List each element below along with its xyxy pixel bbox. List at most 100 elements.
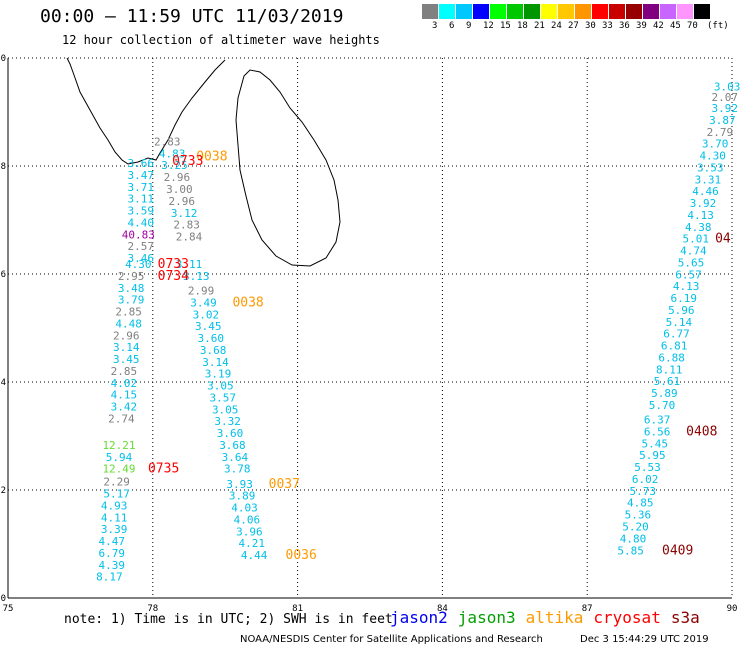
wave-height-label: 5.65 (678, 256, 705, 269)
wave-height-label: 4.30 (699, 150, 726, 163)
x-tick-label: 81 (292, 604, 303, 614)
wave-height-label: 3.45 (195, 320, 222, 333)
scale-swatch (524, 4, 540, 19)
wave-height-label: 6.57 (675, 268, 702, 281)
wave-height-label: 12.49 (102, 463, 135, 476)
wave-height-label: 3.48 (118, 282, 145, 295)
pass-time-label: 0409 (662, 543, 693, 558)
wave-height-label: 3.39 (101, 523, 128, 536)
wave-height-label: 5.17 (103, 488, 130, 501)
wave-height-label: 6.37 (644, 414, 671, 427)
wave-height-label: 40.83 (122, 228, 155, 241)
x-tick-label: 78 (147, 604, 158, 614)
wave-height-label: 3.71 (127, 181, 154, 194)
wave-height-label: 2.83 (173, 219, 200, 232)
scale-swatch (558, 4, 574, 19)
wave-height-label: 2.84 (176, 231, 203, 244)
scale-unit: (ft) (707, 21, 729, 31)
wave-height-label: 6.19 (670, 292, 697, 305)
scale-swatch (592, 4, 608, 19)
wave-height-label: 5.14 (666, 316, 693, 329)
legend-item: s3a (670, 608, 700, 627)
wave-height-label: 6.81 (661, 340, 688, 353)
legend-item: altika (525, 608, 584, 627)
legend-item: cryosat (593, 608, 661, 627)
coastline (66, 57, 341, 267)
wave-height-label: 3.57 (210, 391, 237, 404)
lat-lon-grid (7, 57, 733, 599)
wave-height-label: 3.05 (207, 380, 234, 393)
pass-time-label: 0038 (196, 150, 227, 165)
wave-height-label: 4.11 (101, 511, 128, 524)
wave-height-label: 3.46 (127, 252, 154, 265)
scale-swatch (422, 4, 438, 19)
wave-height-label: 5.85 (617, 544, 644, 557)
scale-swatch (541, 4, 557, 19)
y-tick-label: 10 (0, 54, 6, 64)
wave-height-label: 4.85 (627, 497, 654, 510)
wave-height-label: 4.15 (111, 389, 138, 402)
wave-height-label: 5.89 (651, 387, 678, 400)
wave-height-label: 4.46 (692, 185, 719, 198)
wave-height-label: 3.25 (161, 159, 188, 172)
wave-height-label: 3.68 (219, 439, 246, 452)
wave-height-label: 5.45 (642, 437, 669, 450)
pass-time-label: 0735 (148, 462, 179, 477)
wave-height-label: 4.02 (111, 377, 138, 390)
wave-height-label: 6.88 (658, 351, 685, 364)
scale-swatch (643, 4, 659, 19)
wave-height-label: 4.83 (159, 147, 186, 160)
legend-item: jason2 (390, 608, 448, 627)
wave-height-label: 5.73 (629, 485, 656, 498)
scale-swatch (473, 4, 489, 19)
wave-height-label: 3.59 (127, 205, 154, 218)
wave-height-label: 3.03 (714, 80, 740, 93)
wave-height-label: 3.11 (176, 258, 203, 271)
pass-time-label: 0408 (686, 424, 717, 439)
wave-height-label: 3.92 (712, 102, 739, 115)
wave-height-label: 2.83 (154, 135, 181, 148)
wave-height-label: 5.96 (668, 304, 695, 317)
scale-swatch (626, 4, 642, 19)
wave-height-labels: 3.663.473.713.113.594.4040.832.573.464.3… (96, 80, 740, 583)
scale-label: 21 (534, 21, 545, 31)
scale-swatch (456, 4, 472, 19)
wave-height-label: 3.11 (127, 193, 154, 206)
scale-label: 18 (517, 21, 528, 31)
x-tick-label: 90 (727, 604, 738, 614)
wave-height-label: 2.57 (127, 240, 154, 253)
scale-label: 33 (602, 21, 613, 31)
scale-swatch (507, 4, 523, 19)
wave-height-label: 3.68 (200, 344, 227, 357)
wave-height-label: 3.96 (236, 525, 263, 538)
pass-time-labels: 0038073307330734003807350037003604040804… (148, 150, 731, 564)
wave-height-label: 2.96 (169, 195, 196, 208)
wave-height-label: 3.64 (222, 451, 249, 464)
footnote: note: 1) Time is in UTC; 2) SWH is in fe… (64, 612, 393, 627)
scale-swatch (677, 4, 693, 19)
wave-height-label: 4.39 (99, 559, 126, 572)
scale-label: 24 (551, 21, 562, 31)
y-tick-label: 6 (1, 270, 6, 280)
wave-height-label: 3.87 (709, 114, 736, 127)
wave-height-label: 4.40 (127, 216, 154, 229)
wave-height-label: 6.56 (644, 425, 671, 438)
scale-label: 15 (500, 21, 511, 31)
wave-height-label: 2.96 (164, 171, 191, 184)
generation-timestamp: Dec 3 15:44:29 UTC 2019 (580, 634, 709, 645)
wave-height-label: 4.03 (231, 502, 258, 515)
wave-height-label: 3.79 (118, 294, 145, 307)
wave-height-label: 2.85 (111, 365, 138, 378)
x-tick-label: 84 (437, 604, 448, 614)
wave-height-label: 3.12 (171, 207, 198, 220)
wave-height-label: 3.60 (217, 427, 244, 440)
wave-height-label: 3.32 (214, 415, 241, 428)
wave-height-label: 4.13 (673, 280, 700, 293)
wave-height-label: 3.47 (127, 169, 154, 182)
sri-lanka-coastline (235, 69, 341, 267)
scale-swatch (660, 4, 676, 19)
scale-label: 39 (636, 21, 647, 31)
axis-ticks: 75 78 81 84 87 90 0 2 4 6 8 10 (0, 54, 737, 614)
wave-height-label: 3.66 (127, 157, 154, 170)
